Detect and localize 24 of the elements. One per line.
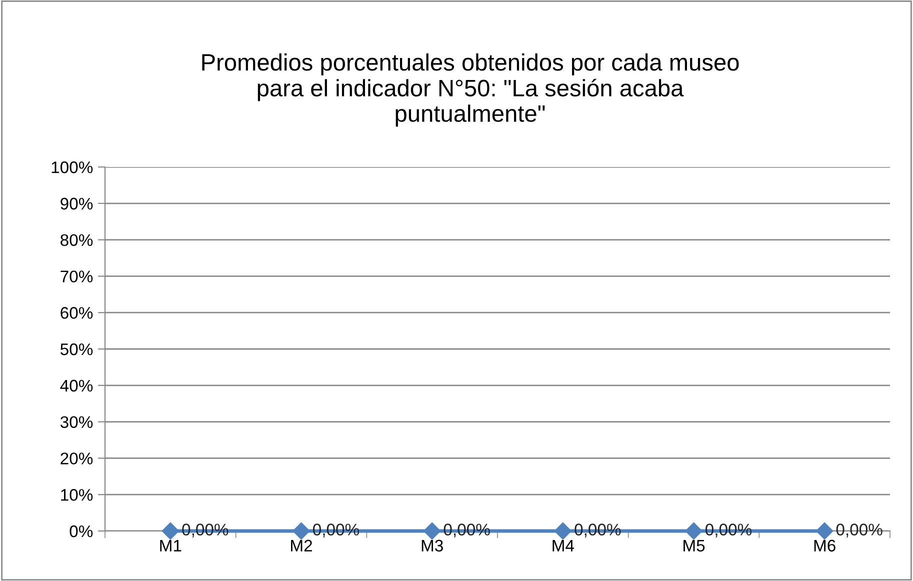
y-tick-label: 50% (60, 343, 93, 356)
y-tick-label: 90% (60, 198, 93, 210)
x-tick-label: M3 (422, 540, 443, 552)
y-tick-label: 60% (60, 307, 93, 319)
y-tick-label: 100% (52, 161, 93, 174)
y-tick-label: 10% (61, 489, 93, 501)
y-tick-label: 30% (60, 416, 93, 428)
data-label: 0,00% (182, 524, 228, 538)
x-tick-label: M2 (291, 540, 312, 552)
y-tick-label: 70% (60, 270, 93, 282)
data-label: 0,00% (444, 524, 490, 538)
data-label: 0,00% (574, 524, 621, 538)
x-tick-label: M4 (552, 540, 574, 552)
data-label: 0,00% (836, 524, 882, 538)
y-tick-label: 0% (70, 525, 93, 538)
data-label: 0,00% (706, 524, 752, 538)
x-tick-label: M6 (814, 540, 836, 552)
x-tick-label: M1 (160, 540, 182, 552)
y-tick-label: 20% (60, 452, 93, 464)
y-tick-label: 40% (60, 380, 93, 392)
chart-title: Promedios porcentuales obtenidos por cada museo para el indicador N°50: "La sesión acaba puntualmente" (202, 53, 739, 127)
x-tick-label: M5 (684, 540, 705, 552)
y-tick-label: 80% (60, 234, 93, 246)
data-label: 0,00% (313, 524, 360, 538)
